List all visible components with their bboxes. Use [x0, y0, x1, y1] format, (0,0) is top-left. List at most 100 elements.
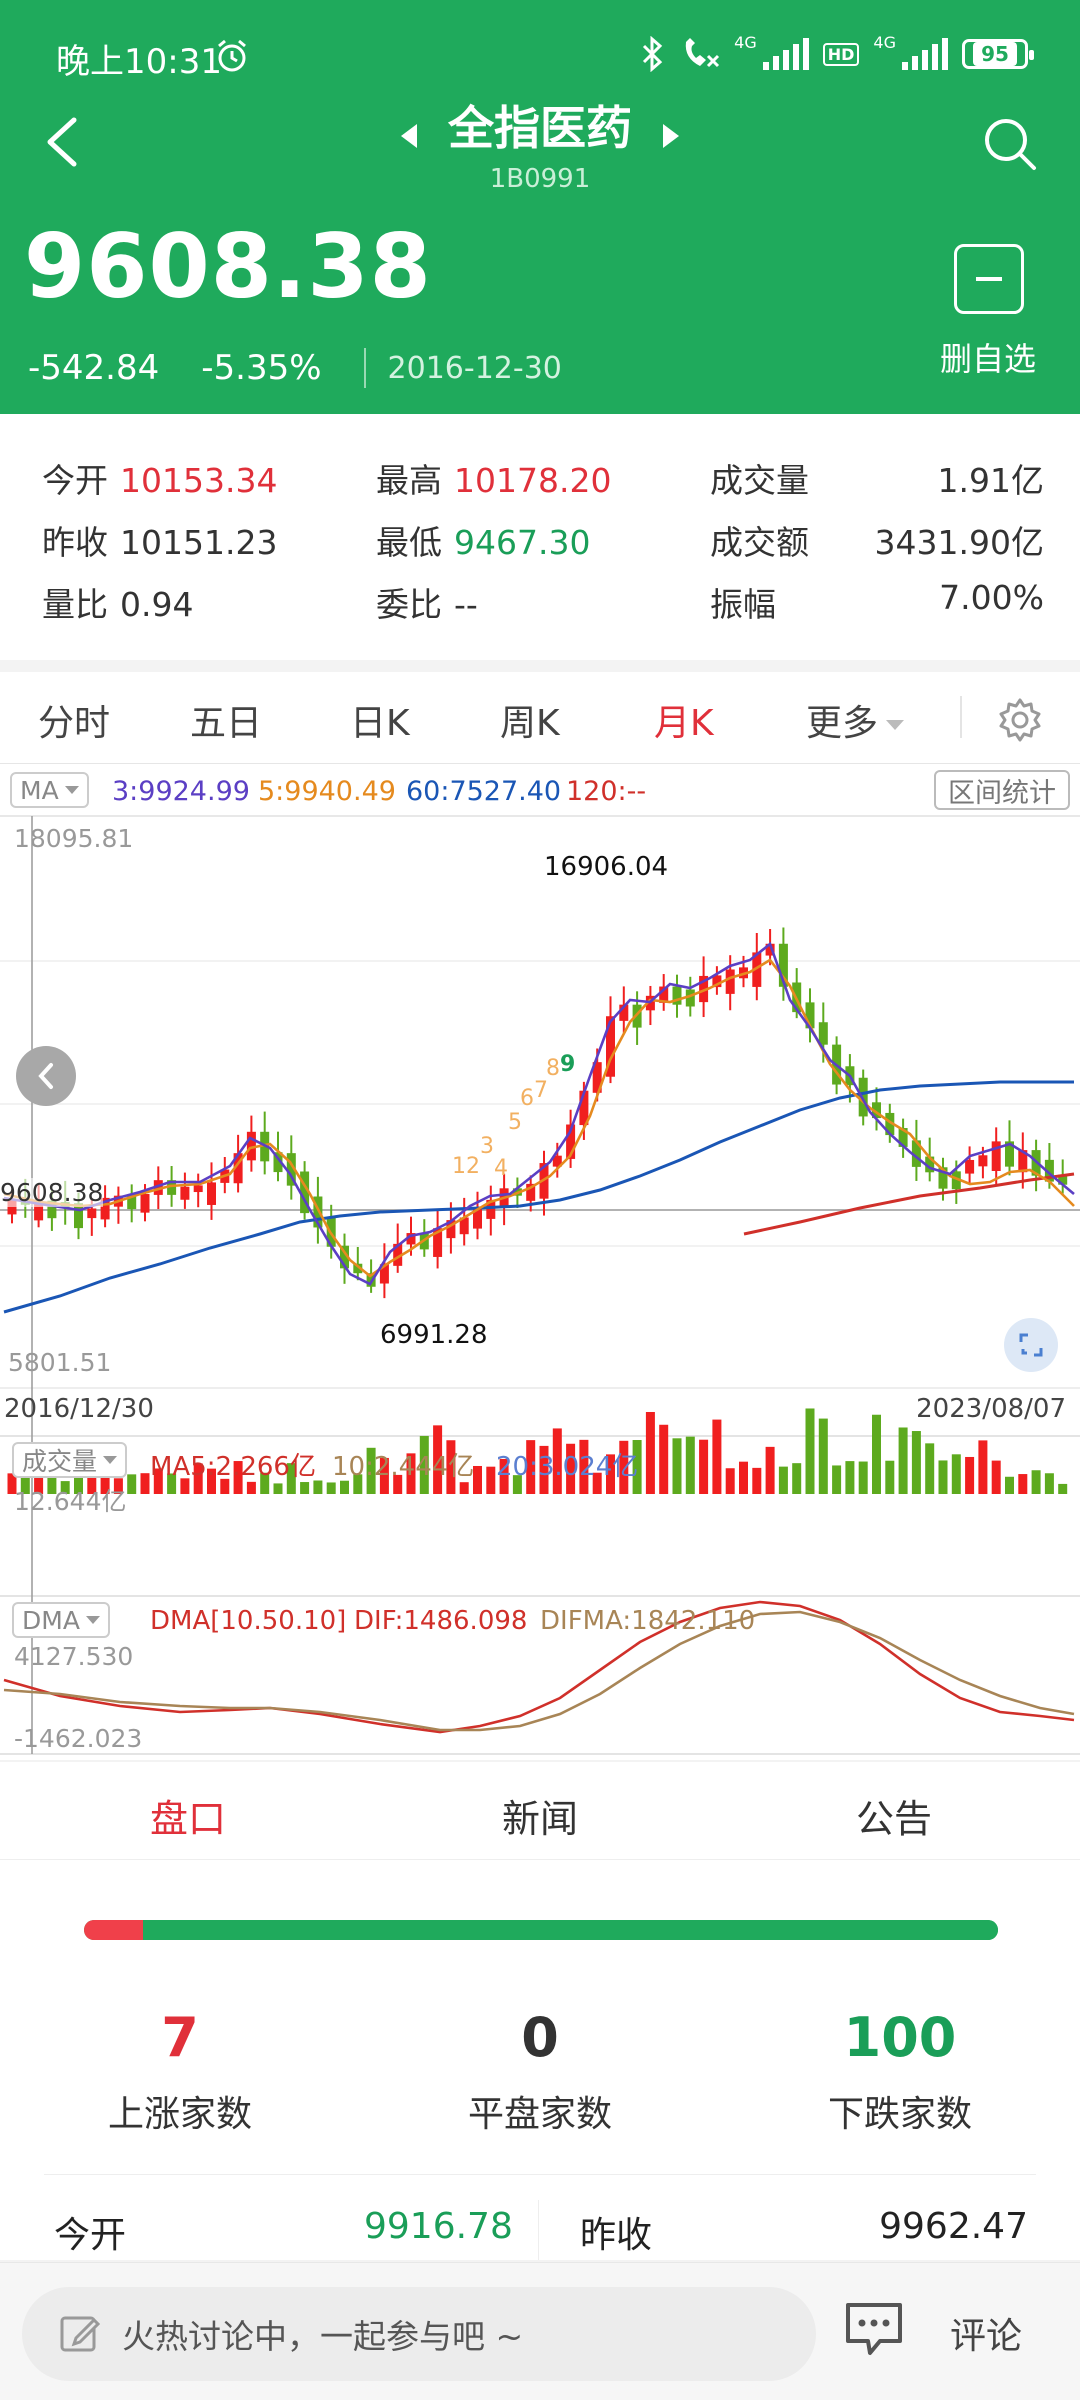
candle-body — [898, 1128, 908, 1147]
open-value: 9916.78 — [364, 2206, 513, 2247]
dma-selector[interactable]: DMA — [12, 1602, 110, 1638]
ma120-line — [743, 1172, 1075, 1236]
volume-bar — [220, 1478, 230, 1494]
tab-intraday[interactable]: 分时 — [38, 703, 111, 744]
candle-body — [47, 1200, 57, 1219]
kline-chart-area[interactable]: MA 3:9924.99 5:9940.49 60:7527.40 120:--… — [0, 764, 1080, 1760]
quote-panel: 今开 10153.34 最高 10178.20 成交量 1.91亿 昨收 10151.… — [0, 414, 1080, 660]
volume-bar — [659, 1424, 669, 1494]
remove-watchlist-button[interactable] — [954, 244, 1024, 314]
high-item: 最高 10178.20 — [376, 454, 611, 502]
volume-bar — [300, 1482, 310, 1494]
tab-handicap[interactable]: 盘口 — [150, 1788, 227, 1871]
candle-body — [951, 1171, 961, 1190]
tab-more[interactable]: 更多 — [806, 694, 905, 746]
candle-body — [778, 943, 788, 987]
open-item: 今开 10153.34 — [42, 454, 277, 502]
volume-bar — [233, 1461, 243, 1494]
seq-label: 7 — [534, 1078, 548, 1103]
candle-body — [446, 1220, 456, 1239]
back-arrow-icon[interactable] — [38, 112, 88, 172]
volume-bar — [991, 1460, 1001, 1494]
tab-daily-k[interactable]: 日K — [350, 703, 410, 744]
volume-selector[interactable]: 成交量 — [12, 1442, 128, 1478]
candle-body — [712, 975, 722, 988]
title-block: 全指医药 1B0991 — [300, 92, 780, 194]
volume-bar — [765, 1446, 775, 1494]
volume-bar — [446, 1440, 456, 1494]
candle-body — [579, 1090, 589, 1126]
high-label: 最高 — [376, 461, 442, 500]
candle-body — [991, 1141, 1001, 1172]
fullscreen-icon — [1019, 1333, 1043, 1357]
volume-bar — [379, 1457, 389, 1494]
y-min-label: 5801.51 — [8, 1348, 112, 1377]
tab-five-day[interactable]: 五日 — [190, 703, 263, 744]
chevron-down-icon — [886, 720, 905, 730]
volume-bar — [486, 1466, 496, 1494]
chevron-left-icon — [38, 1063, 53, 1089]
stock-code: 1B0991 — [489, 164, 591, 194]
candle-body — [872, 1102, 881, 1119]
bluetooth-icon — [643, 36, 663, 72]
candle-body — [459, 1217, 469, 1235]
tab-news[interactable]: 新闻 — [502, 1797, 579, 1841]
prev-stock-icon[interactable] — [400, 123, 417, 148]
high-mark-label: 16906.04 — [544, 852, 669, 882]
tab-monthly-k[interactable]: 月K — [654, 694, 714, 770]
kline-chart — [0, 815, 1080, 1755]
tab-announcements[interactable]: 公告 — [856, 1797, 933, 1841]
change-row: -542.84 -5.35% 2016-12-30 — [28, 348, 604, 388]
hd-badge: HD — [822, 42, 860, 66]
next-stock-icon[interactable] — [663, 123, 680, 148]
volume-bar — [140, 1473, 150, 1494]
volume-bar — [326, 1482, 336, 1494]
volume-bar — [47, 1472, 57, 1494]
candle-body — [978, 1155, 988, 1167]
volume-bar — [499, 1458, 509, 1494]
divider — [538, 2200, 539, 2260]
candle-body — [300, 1171, 310, 1214]
volume-bar — [100, 1465, 110, 1494]
volume-bar — [911, 1431, 921, 1494]
candle-body — [486, 1199, 496, 1219]
commission-label: 委比 — [376, 585, 442, 624]
comment-label[interactable]: 评论 — [950, 2316, 1023, 2357]
ma-selector[interactable]: MA — [10, 772, 89, 808]
seq-label: 2 — [466, 1154, 480, 1179]
up-count: 7 — [161, 2006, 199, 2069]
comment-placeholder: 火热讨论中，一起参与吧 ~ — [122, 2317, 524, 2356]
volume-bar — [699, 1439, 709, 1494]
dma-dif-value: DIF:1486.098 — [354, 1606, 528, 1636]
open-label: 今开 — [54, 2215, 127, 2256]
vol-ma20-value: 20:3.024亿 — [496, 1452, 639, 1482]
comment-icon[interactable] — [842, 2299, 906, 2359]
volume-bar — [193, 1463, 203, 1494]
candle-body — [353, 1263, 363, 1274]
volume-bar — [74, 1470, 83, 1494]
volume-bar — [127, 1474, 137, 1494]
stock-header: 晚上10:31 4G HD 4G 95 全指医药 — [0, 0, 1080, 414]
volume-bar — [752, 1467, 762, 1494]
volume-bar — [207, 1468, 216, 1494]
chart-scroll-left-button[interactable] — [16, 1046, 76, 1106]
candle-body — [127, 1195, 137, 1210]
candle-body — [592, 1062, 602, 1093]
volume-bar — [353, 1474, 363, 1494]
comment-input[interactable]: 火热讨论中，一起参与吧 ~ — [22, 2287, 816, 2381]
gear-icon[interactable] — [996, 696, 1044, 744]
remove-watchlist-label[interactable]: 删自选 — [940, 340, 1037, 378]
fullscreen-button[interactable] — [1004, 1318, 1058, 1372]
candle-body — [379, 1264, 389, 1284]
volume-bar — [579, 1439, 589, 1494]
candle-body — [313, 1196, 323, 1228]
volume-bar — [1044, 1473, 1054, 1494]
volume-bar — [87, 1473, 97, 1494]
prev-item: 昨收 10151.23 — [42, 516, 277, 564]
search-icon[interactable] — [980, 114, 1040, 174]
tab-weekly-k[interactable]: 周K — [500, 703, 560, 744]
tab-divider — [960, 696, 962, 738]
minus-icon — [976, 277, 1002, 281]
call-forward-icon — [685, 38, 720, 68]
range-stats-button[interactable]: 区间统计 — [934, 770, 1070, 810]
